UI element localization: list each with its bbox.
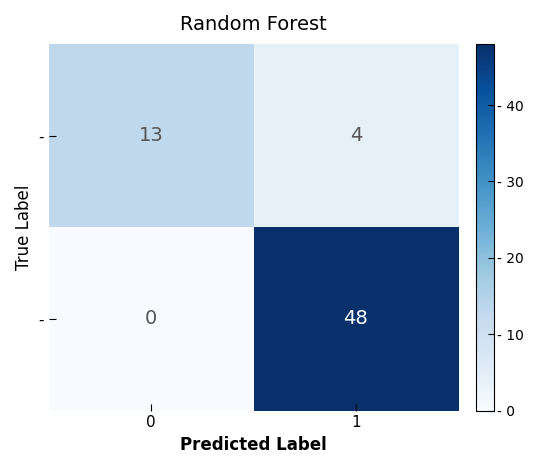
Text: 4: 4 — [349, 126, 362, 145]
Text: 48: 48 — [343, 310, 368, 328]
X-axis label: Predicted Label: Predicted Label — [180, 436, 327, 454]
Y-axis label: True Label: True Label — [15, 184, 33, 270]
Text: 13: 13 — [139, 126, 164, 145]
Text: 0: 0 — [145, 310, 157, 328]
Title: Random Forest: Random Forest — [180, 15, 327, 34]
